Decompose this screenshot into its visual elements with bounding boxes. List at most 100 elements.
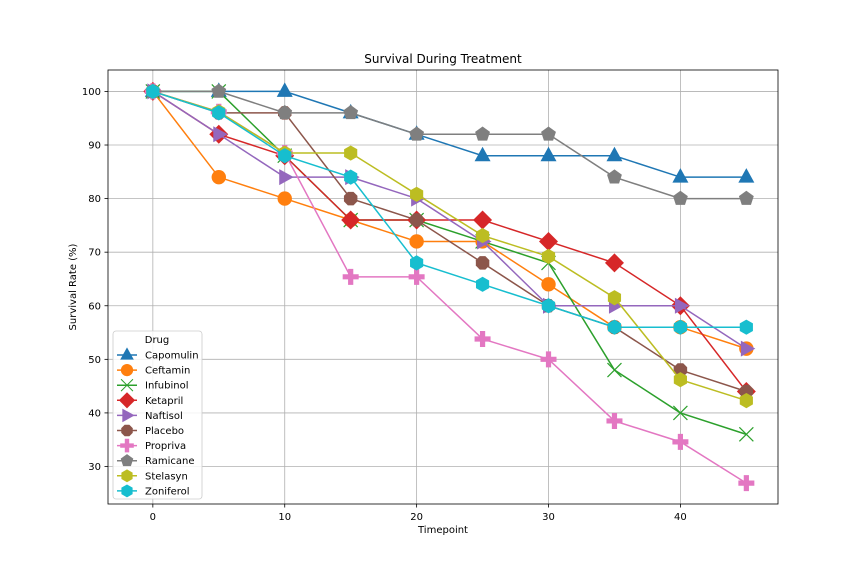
x-axis-label: Timepoint xyxy=(417,525,468,536)
legend-item-ramicane: Ramicane xyxy=(117,454,195,467)
plot-frame xyxy=(107,69,779,505)
legend-label: Ceftamin xyxy=(145,366,190,377)
y-tick-label: 100 xyxy=(82,87,101,98)
legend-marker xyxy=(121,484,133,498)
data-point xyxy=(212,105,226,121)
y-tick-label: 40 xyxy=(88,408,101,419)
data-point xyxy=(277,191,292,206)
data-point xyxy=(672,433,689,450)
legend-label: Naftisol xyxy=(145,411,183,422)
data-point xyxy=(672,168,689,183)
data-point xyxy=(541,298,556,314)
legend-marker xyxy=(120,438,134,453)
data-point xyxy=(738,475,755,492)
legend-marker xyxy=(118,392,136,409)
legend-label: Placebo xyxy=(145,426,184,437)
data-point xyxy=(673,363,688,377)
data-point xyxy=(279,169,294,186)
series-infubinol xyxy=(145,84,754,442)
legend-marker xyxy=(120,454,134,467)
data-point xyxy=(475,256,490,270)
legend-item-ketapril: Ketapril xyxy=(117,392,183,409)
data-point xyxy=(408,268,425,285)
legend-item-propriva: Propriva xyxy=(117,438,186,453)
series-capomulin xyxy=(144,82,755,183)
legend-item-placebo: Placebo xyxy=(117,424,184,437)
data-point xyxy=(276,82,293,97)
legend-label: Ramicane xyxy=(145,456,195,467)
series-ramicane xyxy=(145,83,754,205)
data-point xyxy=(541,248,556,265)
x-tick-label: 20 xyxy=(410,512,423,523)
data-point xyxy=(607,290,622,306)
x-tick-label: 30 xyxy=(542,512,555,523)
data-point xyxy=(343,105,359,120)
data-point xyxy=(604,253,624,273)
legend-label: Propriva xyxy=(145,441,186,452)
y-tick-label: 50 xyxy=(88,355,101,366)
data-point xyxy=(673,372,687,388)
data-point xyxy=(409,126,425,141)
legend-item-capomulin: Capomulin xyxy=(117,347,199,362)
data-point xyxy=(409,234,424,249)
series-line xyxy=(152,90,747,436)
data-point xyxy=(278,148,292,164)
series-layer xyxy=(143,81,756,492)
data-point xyxy=(738,168,755,183)
y-tick-label: 30 xyxy=(88,462,101,473)
legend: Drug Capomulin Ceftamin Infubinol Ketapril N… xyxy=(112,330,203,500)
legend-label: Ketapril xyxy=(145,396,183,407)
data-point xyxy=(211,169,226,185)
data-point xyxy=(341,210,361,230)
grid xyxy=(108,70,778,504)
series-zoniferol xyxy=(146,83,753,335)
legend-marker xyxy=(121,424,133,437)
data-point xyxy=(410,186,424,202)
legend-title: Drug xyxy=(145,335,170,346)
data-point xyxy=(540,351,557,368)
data-point xyxy=(277,105,293,120)
chart-title: Survival During Treatment xyxy=(364,52,522,66)
legend-item-infubinol: Infubinol xyxy=(117,378,189,392)
axis-ticks: 0 10 20 30 40 30 40 50 60 70 80 90 100 xyxy=(82,87,687,523)
data-point xyxy=(474,146,491,162)
data-point xyxy=(541,277,556,292)
data-point xyxy=(674,297,690,314)
data-point xyxy=(342,268,359,285)
legend-marker xyxy=(120,347,134,360)
legend-items: Capomulin Ceftamin Infubinol Ketapril Naftis… xyxy=(117,347,199,497)
legend-marker xyxy=(122,408,135,423)
y-tick-label: 90 xyxy=(88,141,101,152)
data-point xyxy=(473,210,493,230)
legend-marker xyxy=(120,378,134,392)
data-point xyxy=(672,190,688,205)
data-point xyxy=(474,330,491,347)
series-line xyxy=(152,90,747,178)
legend-marker xyxy=(120,363,134,377)
data-point xyxy=(211,83,227,98)
data-point xyxy=(475,126,490,141)
legend-label: Infubinol xyxy=(145,381,189,392)
data-point xyxy=(738,426,754,442)
data-point xyxy=(673,319,687,335)
data-point xyxy=(146,83,160,100)
data-point xyxy=(738,190,754,205)
x-tick-label: 40 xyxy=(674,512,687,523)
y-tick-label: 80 xyxy=(88,194,101,205)
data-point xyxy=(607,319,622,335)
legend-item-zoniferol: Zoniferol xyxy=(117,484,190,497)
data-point xyxy=(739,384,754,399)
legend-marker xyxy=(121,469,133,483)
data-point xyxy=(606,412,623,429)
data-point xyxy=(213,126,228,143)
series-line xyxy=(152,90,747,393)
y-axis-label: Survival Rate (%) xyxy=(68,243,79,330)
data-point xyxy=(672,405,688,421)
data-point xyxy=(541,126,556,141)
data-point xyxy=(475,276,490,292)
data-point xyxy=(539,231,559,251)
legend-item-naftisol: Naftisol xyxy=(117,408,183,423)
data-point xyxy=(540,146,557,162)
data-point xyxy=(739,319,753,335)
